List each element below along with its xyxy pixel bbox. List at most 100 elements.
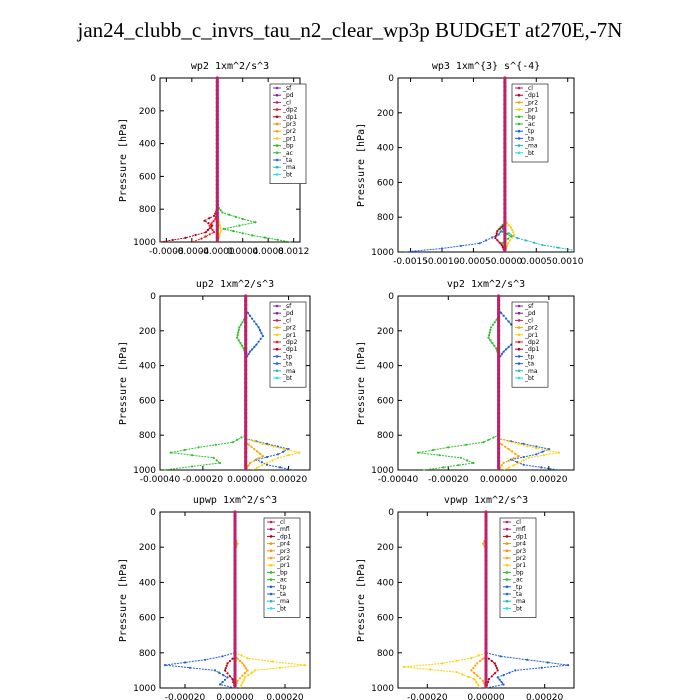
series-marker-cl — [244, 420, 248, 424]
series-marker-ac — [241, 321, 244, 324]
legend-label: _pr2 — [276, 555, 290, 562]
series-marker-cl — [503, 202, 507, 206]
series-marker-cl — [484, 682, 488, 686]
x-tick-label: -0.00020 — [407, 693, 448, 700]
series-marker-cl — [503, 124, 507, 128]
series-marker-cl — [215, 211, 219, 215]
legend-label: _bt — [524, 150, 535, 157]
series-marker-cl — [244, 316, 248, 320]
series-marker-tp — [246, 311, 249, 314]
y-tick-label: 400 — [377, 362, 394, 372]
legend-marker — [517, 151, 521, 155]
series-marker-cl — [215, 88, 219, 92]
series-marker-dp1 — [487, 657, 490, 660]
y-tick-label: 0 — [150, 292, 156, 302]
legend-marker — [275, 333, 279, 337]
series-marker-dp1 — [490, 675, 493, 678]
series-marker-pr2 — [482, 679, 485, 683]
series-marker-bp — [251, 234, 254, 237]
series-marker-ac — [239, 341, 242, 345]
x-tick-label: 0.00000 — [480, 475, 517, 485]
y-tick-label: 600 — [377, 614, 394, 624]
series-marker-cl — [244, 407, 248, 411]
series-marker-cl — [503, 198, 507, 202]
series-marker-pr1 — [242, 679, 245, 682]
series-marker-cl — [244, 442, 248, 446]
series-marker-pr2 — [241, 674, 244, 677]
legend-marker — [269, 527, 273, 531]
series-marker-pr1 — [278, 666, 282, 669]
series-marker-cl — [244, 355, 248, 359]
legend-marker — [275, 101, 279, 104]
series-marker-cl — [484, 536, 488, 541]
series-marker-dp1 — [501, 225, 504, 228]
series-marker-tp — [522, 455, 525, 459]
legend-marker — [517, 369, 521, 373]
series-marker-pr1 — [219, 231, 222, 234]
legend-label: _dp1 — [524, 92, 540, 99]
series-marker-tp — [261, 334, 264, 338]
series-marker-cl — [503, 85, 507, 89]
series-marker-cl — [215, 178, 219, 183]
series-marker-ac — [239, 323, 242, 326]
x-tick-label: -0.0015 — [393, 257, 428, 267]
series-marker-cl — [484, 545, 488, 549]
series-marker-ta — [478, 242, 481, 245]
x-tick-label: -0.0004 — [174, 247, 209, 257]
series-marker-pr1 — [477, 684, 480, 687]
legend-label: _ac — [524, 121, 535, 128]
series-marker-cl — [484, 558, 488, 563]
series-marker-cl — [244, 303, 248, 307]
legend-marker — [517, 122, 521, 126]
series-marker-tp — [540, 666, 543, 669]
legend-label: _bt — [282, 171, 293, 178]
series-marker-pr1 — [507, 440, 510, 443]
legend-label: _pr2 — [524, 99, 538, 106]
legend-label: _bp — [282, 143, 294, 150]
series-marker-cl — [497, 298, 501, 302]
series-marker-cl — [503, 119, 507, 124]
series-marker-tp — [505, 317, 508, 320]
series-marker-cl — [215, 228, 219, 232]
series-marker-cl — [503, 150, 507, 154]
legend-label: _pr2 — [282, 325, 296, 332]
series-marker-tp — [507, 345, 510, 349]
series-marker-pr2 — [479, 677, 482, 680]
series-marker-ac — [493, 321, 496, 324]
legend-label: _cl — [282, 99, 291, 106]
series-marker-cl — [215, 154, 219, 158]
series-marker-dp1 — [194, 233, 197, 237]
series-marker-cl — [503, 137, 507, 141]
series-marker-cl — [497, 368, 501, 372]
series-marker-cl — [233, 545, 237, 549]
legend-label: _pr1 — [512, 562, 526, 569]
series-marker-dp1 — [493, 672, 496, 675]
panel-title: vpwp 1xm^2/s^3 — [444, 495, 528, 506]
series-marker-pr1 — [509, 239, 512, 242]
y-tick-label: 1000 — [133, 684, 156, 694]
legend-label: _pr3 — [276, 548, 290, 555]
series-marker-cl — [244, 411, 248, 415]
series-marker-cl — [484, 576, 488, 580]
y-tick-label: 600 — [139, 614, 156, 624]
legend-box — [269, 83, 307, 184]
y-tick-label: 200 — [377, 327, 394, 337]
x-tick-label: -0.00040 — [140, 475, 181, 485]
series-marker-cl — [215, 117, 219, 121]
series-marker-cl — [233, 536, 237, 541]
legend-marker — [505, 535, 509, 538]
series-marker-cl — [503, 133, 507, 137]
series-marker-bp — [219, 209, 222, 212]
series-marker-cl — [215, 109, 219, 113]
series-marker-cl — [484, 673, 488, 677]
series-marker-cl — [233, 514, 237, 519]
legend-marker — [269, 585, 273, 589]
y-tick-label: 400 — [139, 362, 156, 372]
series-marker-cl — [484, 572, 488, 576]
legend-box — [511, 83, 549, 163]
series-marker-cl — [244, 416, 248, 420]
series-marker-cl — [503, 89, 507, 93]
legend-label: _mfl — [512, 526, 526, 533]
x-tick-label: -0.0000 — [200, 247, 235, 257]
series-marker-cl — [484, 642, 488, 646]
